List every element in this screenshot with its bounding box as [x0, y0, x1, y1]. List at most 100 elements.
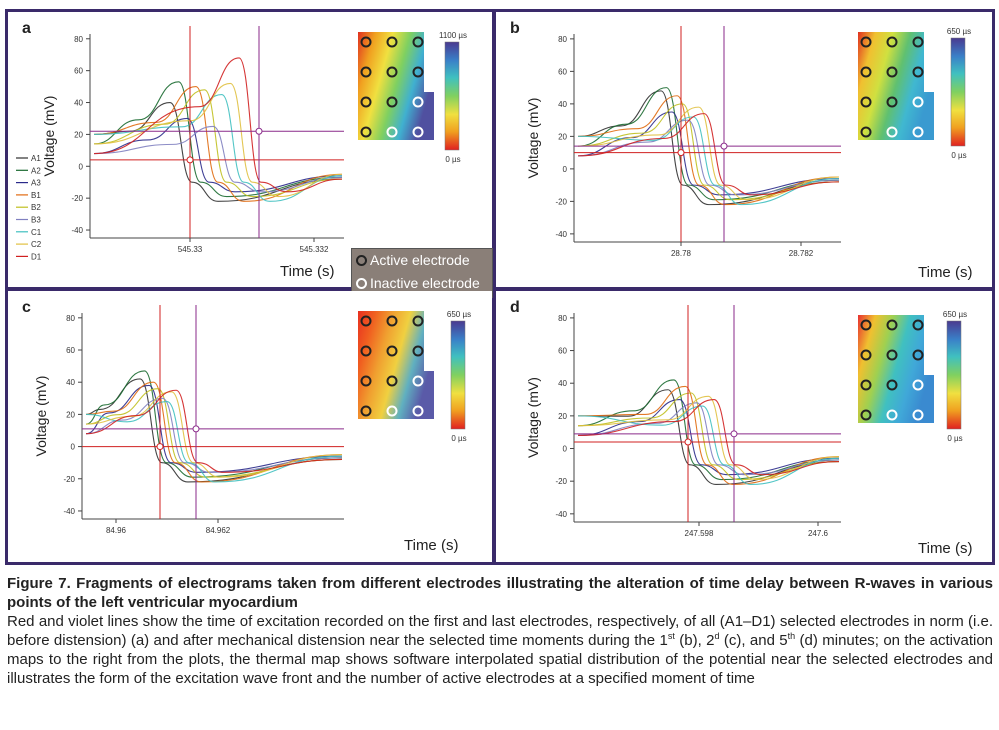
series-line-b2 — [93, 89, 343, 198]
colorbar-min-label: 0 µs — [445, 155, 460, 164]
active-electrode-marker — [412, 345, 424, 357]
active-electrode-marker — [860, 96, 872, 108]
caption-title: Figure 7. Fragments of electrograms take… — [7, 575, 993, 611]
active-electrode-marker — [860, 319, 872, 331]
inactive-electrode-marker — [412, 126, 424, 138]
chart-svg: 80 60 40 20 0 -20 -40 28.78 28.782 Voltage (mV) 65… — [525, 26, 971, 258]
y-tick-label: 0 — [563, 445, 568, 454]
y-tick-label: 60 — [558, 67, 567, 76]
plot-area: 80 60 40 20 0 -20 -40 545.33 545.332 Voltage (mV) — [41, 26, 344, 254]
y-tick-label: 20 — [66, 410, 75, 419]
legend-label: B3 — [31, 216, 41, 225]
red-marker-point — [156, 443, 164, 451]
active-electrode-marker — [386, 36, 398, 48]
series-line-a1 — [85, 378, 343, 483]
inactive-electrode-marker — [912, 126, 924, 138]
x-axis-label: Time (s) — [918, 264, 973, 281]
legend-label: D1 — [31, 252, 42, 261]
series-line-a2 — [85, 370, 343, 478]
caption-text: (c), and 5 — [719, 632, 788, 649]
violet-marker-point — [255, 127, 263, 135]
panel-letter: c — [22, 299, 31, 316]
chart-svg: 80 60 40 20 0 -20 -40 545.33 545.332 Voltage (mV)… — [16, 26, 467, 261]
y-tick-label: 20 — [558, 412, 567, 421]
plot-area: 80 60 40 20 0 -20 -40 247.598 247.6 Voltage (mV) — [525, 305, 841, 538]
series-line-b3 — [577, 119, 840, 196]
y-tick-label: -40 — [555, 510, 567, 519]
active-electrode-marker — [860, 126, 872, 138]
x-tick-label: 84.962 — [206, 526, 231, 535]
active-electrode-marker — [386, 345, 398, 357]
figure-caption: Figure 7. Fragments of electrograms take… — [7, 574, 993, 688]
series-line-c2 — [85, 391, 343, 478]
inactive-electrode-marker — [412, 405, 424, 417]
active-electrode-label: Active electrode — [370, 252, 470, 268]
y-tick-label: -20 — [555, 197, 567, 206]
active-electrode-marker — [360, 36, 372, 48]
x-tick-label: 28.782 — [789, 249, 814, 258]
y-tick-label: 20 — [74, 130, 83, 139]
active-electrode-marker — [886, 319, 898, 331]
inactive-electrode-marker — [912, 409, 924, 421]
x-axis-label: Time (s) — [404, 537, 459, 554]
x-tick-label: 545.332 — [300, 245, 329, 254]
y-tick-label: 0 — [79, 162, 84, 171]
active-electrode-marker — [412, 66, 424, 78]
active-electrode-marker — [860, 66, 872, 78]
caption-sup: th — [787, 631, 796, 641]
inactive-electrode-marker — [386, 405, 398, 417]
heatmap-surface — [858, 315, 934, 423]
inactive-electrode-icon — [356, 277, 367, 289]
caption-sup: d — [714, 631, 720, 641]
series-line-a2 — [93, 81, 343, 198]
colorbar-max-label: 1100 µs — [439, 31, 467, 40]
active-electrode-marker — [886, 349, 898, 361]
series-line-c1 — [85, 400, 343, 483]
red-marker-point — [186, 156, 194, 164]
active-electrode-marker — [860, 349, 872, 361]
inactive-electrode-marker — [912, 379, 924, 391]
active-electrode-marker — [360, 345, 372, 357]
active-electrode-marker — [360, 66, 372, 78]
caption-text: (d) minutes; on the activation maps to t… — [7, 632, 993, 687]
series-line-c1 — [577, 116, 840, 206]
y-tick-label: -20 — [555, 477, 567, 486]
legend-label: A2 — [31, 166, 41, 175]
colorbar-rect — [950, 37, 966, 147]
series-line-c2 — [577, 395, 840, 481]
caption-text: (b), 2 — [674, 632, 715, 649]
panel-letter: a — [22, 20, 31, 37]
x-tick-label: 84.96 — [106, 526, 127, 535]
series-line-b1 — [577, 385, 840, 485]
caption-text: Red and violet lines show the time of ex… — [7, 613, 993, 649]
colorbar: 1100 µs 0 µs — [439, 31, 467, 164]
panel-letter: b — [510, 20, 520, 37]
series-line-c1 — [93, 94, 343, 202]
series-line-b3 — [85, 397, 343, 473]
x-axis-label: Time (s) — [918, 540, 973, 557]
y-tick-label: 80 — [558, 314, 567, 323]
panel-d: 80 60 40 20 0 -20 -40 247.598 247.6 Voltage (mV) 6… — [496, 291, 992, 562]
x-tick-label: 545.33 — [178, 245, 203, 254]
legend-label: B1 — [31, 191, 41, 200]
y-tick-label: 40 — [66, 378, 75, 387]
colorbar-max-label: 650 µs — [447, 310, 471, 319]
active-electrode-marker — [360, 126, 372, 138]
x-axis-label: Time (s) — [280, 263, 335, 280]
active-electrode-marker — [886, 96, 898, 108]
y-tick-label: 40 — [558, 100, 567, 109]
active-electrode-marker — [412, 36, 424, 48]
active-electrode-marker — [386, 315, 398, 327]
series-line-b1 — [93, 86, 343, 202]
chart-svg: 80 60 40 20 0 -20 -40 247.598 247.6 Voltage (mV) 6… — [525, 305, 967, 538]
x-tick-label: 247.598 — [685, 529, 714, 538]
series-line-b1 — [85, 381, 343, 483]
inactive-electrode-marker — [412, 96, 424, 108]
x-tick-label: 247.6 — [808, 529, 829, 538]
y-tick-label: -40 — [63, 507, 75, 516]
y-axis-label: Voltage (mV) — [525, 377, 541, 458]
inactive-electrode-marker — [912, 96, 924, 108]
y-tick-label: 80 — [558, 35, 567, 44]
active-electrode-marker — [360, 375, 372, 387]
plot-area: 80 60 40 20 0 -20 -40 84.96 84.962 Voltage (mV) — [33, 305, 344, 535]
